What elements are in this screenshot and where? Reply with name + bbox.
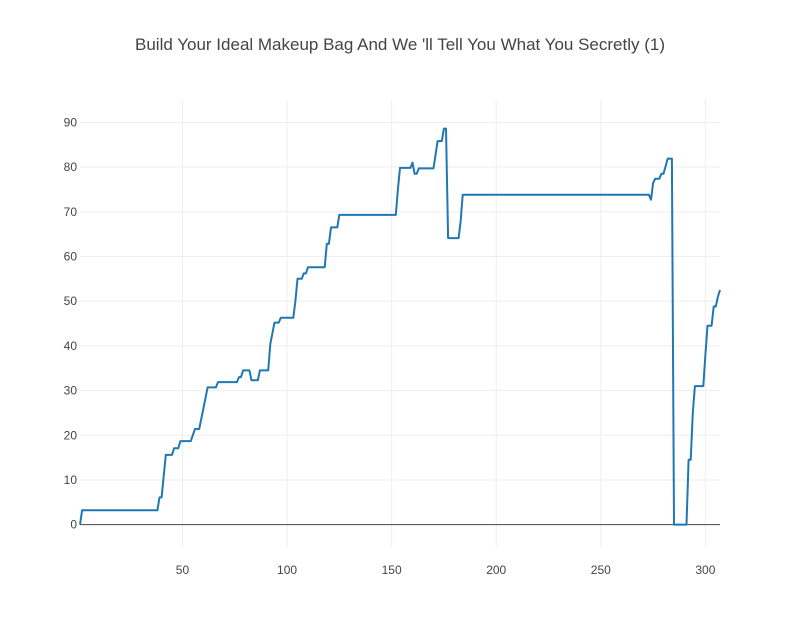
y-axis-ticks: 0 10 20 30 40 50 60 70 80 90 [64, 115, 78, 531]
y-tick-label: 70 [64, 205, 78, 219]
x-tick-label: 100 [277, 563, 297, 577]
y-tick-label: 10 [64, 473, 78, 487]
y-tick-label: 80 [64, 160, 78, 174]
x-tick-label: 50 [176, 563, 190, 577]
series-line-1 [79, 127, 721, 526]
y-tick-label: 50 [64, 294, 78, 308]
y-tick-label: 0 [70, 518, 77, 532]
y-tick-label: 90 [64, 115, 78, 129]
y-tick-label: 40 [64, 339, 78, 353]
y-tick-label: 60 [64, 249, 78, 263]
x-tick-label: 300 [695, 563, 715, 577]
series-group [79, 127, 721, 526]
y-tick-label: 20 [64, 428, 78, 442]
x-tick-label: 250 [591, 563, 611, 577]
y-tick-label: 30 [64, 384, 78, 398]
x-tick-label: 150 [382, 563, 402, 577]
chart-title: Build Your Ideal Makeup Bag And We 'll T… [135, 35, 665, 54]
x-axis-ticks: 50 100 150 200 250 300 [176, 563, 716, 577]
x-tick-label: 200 [486, 563, 506, 577]
